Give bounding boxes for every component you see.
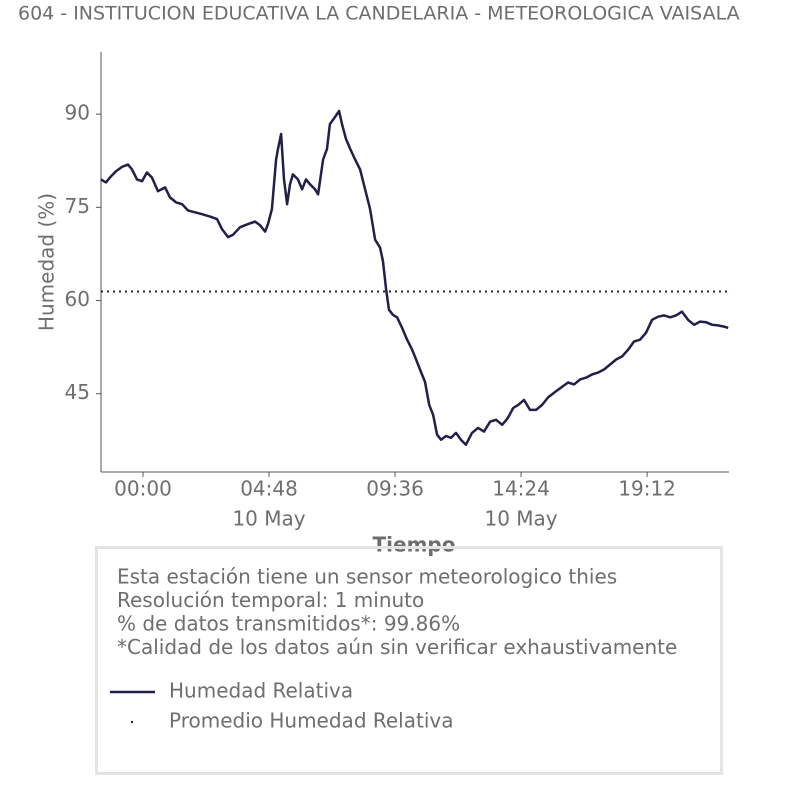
x-tick-label: 14:24 [492, 477, 550, 501]
legend-box [95, 546, 723, 775]
legend-dot [130, 720, 134, 724]
chart-title: 604 - INSTITUCION EDUCATIVA LA CANDELARI… [18, 3, 740, 25]
x-tick-label: 04:48 [240, 477, 298, 501]
x-tick-label: 09:36 [366, 477, 424, 501]
note: Resolución temporal: 1 minuto [117, 588, 424, 612]
x-tick-date: 10 May [232, 507, 305, 531]
note: *Calidad de los datos aún sin verificar … [117, 635, 677, 659]
y-tick-label: 75 [65, 194, 90, 218]
data-line [100, 109, 729, 446]
note: % de datos transmitidos*: 99.86% [117, 612, 460, 636]
x-tick-date: 10 May [484, 507, 557, 531]
legend-label: Promedio Humedad Relativa [169, 709, 453, 733]
y-tick-label: 60 [65, 287, 90, 311]
x-tick-label: 00:00 [114, 477, 172, 501]
note: Esta estación tiene un sensor meteorolog… [117, 565, 617, 589]
y-tick-label: 45 [65, 380, 90, 404]
y-axis-label: Humedad (%) [35, 193, 59, 331]
x-tick-label: 19:12 [618, 477, 676, 501]
legend-label: Humedad Relativa [169, 679, 353, 703]
x-axis-label: Tiempo [373, 533, 456, 557]
y-tick-label: 90 [65, 101, 90, 125]
